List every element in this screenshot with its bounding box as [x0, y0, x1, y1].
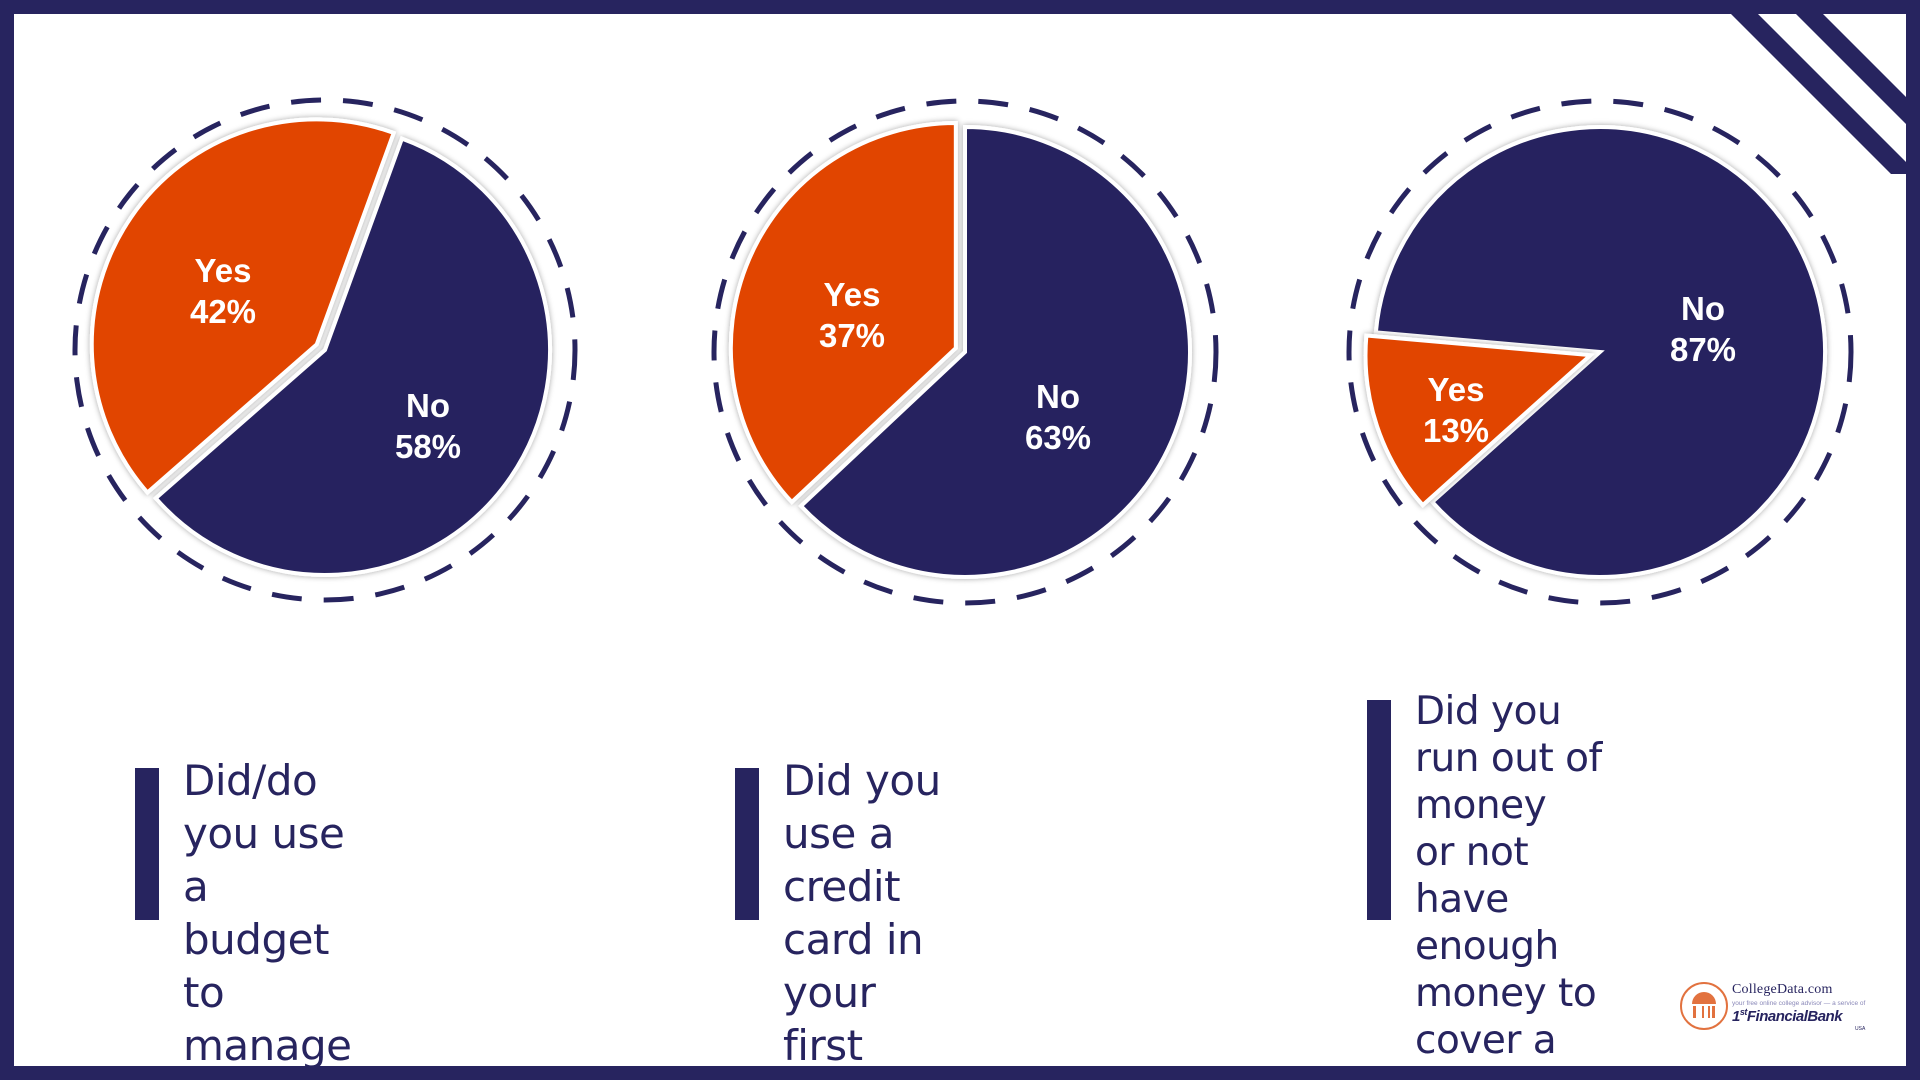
pie-slice-no [798, 124, 1192, 579]
pie-chart-credit-card: Yes 37% No 63% [695, 82, 1235, 622]
no-label: No 58% [358, 385, 498, 467]
question-text: Did you use a credit card in your first … [783, 756, 941, 1066]
yes-label: Yes 13% [1386, 369, 1526, 451]
no-value-text: 63% [1024, 419, 1092, 456]
pie-svg [1346, 98, 1854, 606]
logo-tagline: your free online college advisor — a ser… [1732, 1000, 1866, 1007]
no-label-text: No [1681, 290, 1725, 327]
pie-svg [711, 98, 1219, 606]
dashed-ring [711, 98, 1219, 606]
corner-stripes-decoration [1731, 14, 1906, 174]
no-label: No 87% [1633, 288, 1773, 370]
pie-chart-budget: Yes 42% No 58% [55, 80, 595, 620]
logo-brand: CollegeData.com [1732, 982, 1833, 997]
college-building-icon [1680, 982, 1728, 1030]
dashed-ring [1346, 98, 1854, 606]
yes-label: Yes 42% [153, 250, 293, 332]
yes-label: Yes 37% [782, 274, 922, 356]
question-text: Did you run out of money or not have eno… [1415, 689, 1609, 1066]
no-label: No 63% [988, 376, 1128, 458]
yes-value-text: 37% [818, 317, 886, 354]
accent-bar [735, 768, 759, 920]
yes-label-text: Yes [1427, 371, 1485, 408]
accent-bar [135, 768, 159, 920]
yes-value-text: 13% [1422, 412, 1490, 449]
no-label-text: No [406, 387, 450, 424]
pie-chart-run-out-of-money: Yes 13% No 87% [1330, 82, 1870, 622]
logo-usa: USA [1855, 1026, 1866, 1032]
pie-slice-yes [1363, 333, 1596, 508]
no-value-text: 87% [1669, 331, 1737, 368]
pie-slice-yes [89, 117, 397, 496]
pie-slice-yes [728, 121, 958, 505]
yes-label-text: Yes [823, 276, 881, 313]
pie-slice-no [1373, 125, 1827, 579]
infographic-canvas: Yes 42% No 58% Yes 37% No 63% Yes 13% [14, 14, 1906, 1066]
yes-label-text: Yes [194, 252, 252, 289]
pie-slice-no [152, 136, 552, 577]
logo-bank: 1stFinancialBank [1732, 1007, 1843, 1025]
pie-svg [72, 97, 578, 603]
yes-value-text: 42% [189, 293, 257, 330]
no-value-text: 58% [394, 428, 462, 465]
question-text: Did/do you use a budget to manage your m… [183, 756, 352, 1066]
collegedata-logo[interactable]: CollegeData.com your free online college… [1680, 976, 1870, 1046]
accent-bar [1367, 700, 1391, 920]
no-label-text: No [1036, 378, 1080, 415]
dashed-ring [72, 97, 578, 603]
